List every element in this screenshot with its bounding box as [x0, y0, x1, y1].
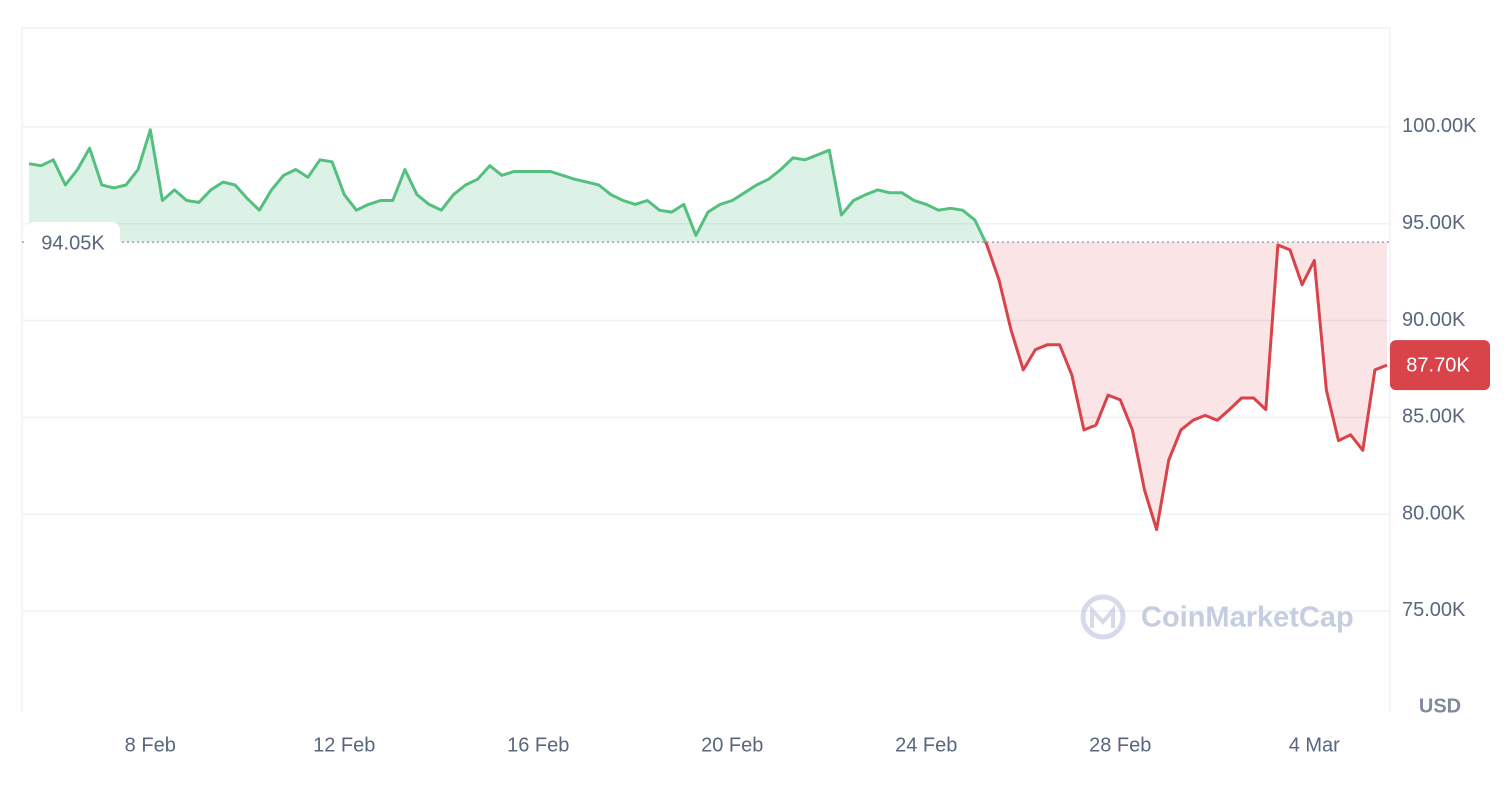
areas [29, 129, 1387, 530]
lines [22, 128, 1390, 532]
y-tick-label: 90.00K [1402, 309, 1466, 331]
price-line-down [983, 242, 1388, 532]
last-price-label: 87.70K [1406, 354, 1470, 376]
y-tick-label: 95.00K [1402, 212, 1466, 234]
x-tick-label: 8 Feb [125, 734, 176, 756]
last-price-box [1390, 340, 1490, 391]
reference-label-box [26, 222, 120, 261]
x-tick-label: 4 Mar [1289, 734, 1340, 756]
area-up [29, 129, 1387, 243]
y-tick-label: 85.00K [1402, 406, 1466, 428]
x-tick-label: 28 Feb [1089, 734, 1151, 756]
watermark: CoinMarketCap [1141, 602, 1354, 634]
watermark-logo [1080, 594, 1126, 640]
y-tick-label: 100.00K [1402, 115, 1477, 137]
x-tick-label: 20 Feb [701, 734, 763, 756]
y-axis-label: USD [1419, 695, 1461, 717]
price-line-up [28, 128, 988, 243]
x-tick-label: 16 Feb [507, 734, 569, 756]
x-tick-label: 12 Feb [313, 734, 375, 756]
area-down [985, 242, 1387, 530]
x-tick-label: 24 Feb [895, 734, 957, 756]
reference-label: 94.05K [41, 232, 105, 254]
y-tick-label: 80.00K [1402, 502, 1466, 524]
y-tick-label: 75.00K [1402, 599, 1466, 621]
